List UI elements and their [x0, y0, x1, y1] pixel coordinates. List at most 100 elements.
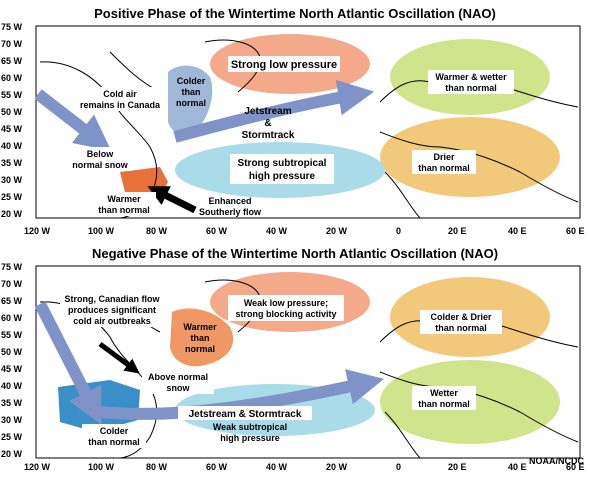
bottom-lon-labels: 120 W 100 W 80 W 60 W 40 W 20 W 0 20 E 4…: [0, 462, 590, 474]
lat-label: 25 W: [1, 192, 23, 202]
snow-2: normal snow: [72, 160, 129, 170]
snow-box: [68, 147, 132, 171]
lon-label: 100 W: [88, 226, 115, 236]
lon-label: 60 E: [566, 462, 585, 472]
us-box: [82, 424, 146, 448]
southerly-1: Enhanced: [208, 196, 251, 206]
se-us-2: than normal: [98, 205, 150, 215]
europe-n-1: Colder & Drier: [430, 312, 492, 322]
low-label-1: Weak low pressure;: [244, 298, 328, 308]
lat-label: 70 W: [1, 39, 23, 49]
lat-label: 60 W: [1, 313, 23, 323]
latitude-axis: 75 W 70 W 65 W 60 W 55 W 50 W 45 W 40 W …: [1, 262, 23, 459]
europe-s-1: Drier: [433, 152, 455, 162]
greenland-1: Colder: [177, 76, 206, 86]
lat-label: 45 W: [1, 364, 23, 374]
credit-label: NOAA/NCDC: [529, 456, 584, 466]
lon-label: 120 W: [24, 462, 51, 472]
jet-label: Jetstream & Stormtrack: [189, 409, 302, 420]
canada-box: [78, 87, 162, 111]
high-label-box: [230, 154, 334, 184]
jet-label-1: Jetstream: [244, 106, 291, 117]
negative-panel-title: Negative Phase of the Wintertime North A…: [91, 246, 499, 261]
snow-2: snow: [166, 383, 190, 393]
lat-label: 35 W: [1, 398, 23, 408]
latitude-axis: 75 W 70 W 65 W 60 W 55 W 50 W 45 W 40 W …: [1, 22, 23, 219]
europe-s-box: [412, 150, 476, 174]
lat-label: 30 W: [1, 175, 23, 185]
lat-label: 40 W: [1, 141, 23, 151]
lon-label: 100 W: [88, 462, 115, 472]
lon-label: 40 W: [266, 462, 288, 472]
top-lon-labels: 120 W 100 W 80 W 60 W 40 W 20 W 0 20 E 4…: [0, 226, 590, 238]
snow-1: Above normal: [148, 372, 208, 382]
canada-2: produces significant: [68, 305, 156, 315]
lon-label: 0: [396, 462, 402, 472]
jet-label-2: &: [264, 118, 271, 129]
lon-label: 120 W: [24, 226, 51, 236]
cold-air-arrow: [34, 89, 112, 151]
se-us-box: [92, 192, 156, 216]
lon-label: 60 W: [206, 462, 228, 472]
lat-label: 40 W: [1, 381, 23, 391]
low-label-box: [228, 295, 344, 321]
greenland-1: Warmer: [183, 322, 217, 332]
jet-label-3: Stormtrack: [242, 130, 295, 141]
lat-label: 25 W: [1, 432, 23, 442]
greenland-3: normal: [185, 344, 215, 354]
lon-label: 80 W: [146, 462, 168, 472]
snow-1: Below: [87, 149, 115, 159]
europe-n-1: Warmer & wetter: [435, 72, 507, 82]
lon-label: 60 W: [206, 226, 228, 236]
greenland-3: normal: [176, 98, 206, 108]
lat-label: 50 W: [1, 347, 23, 357]
low-label: Strong low pressure: [231, 59, 337, 71]
high-label-1: Strong subtropical: [238, 158, 327, 169]
lat-label: 20 W: [1, 449, 23, 459]
lon-label: 0: [396, 226, 402, 236]
positive-phase-map: 75 W 70 W 65 W 60 W 55 W 50 W 45 W 40 W …: [1, 22, 581, 219]
lat-label: 65 W: [1, 296, 23, 306]
europe-s-2: than normal: [418, 399, 470, 409]
lat-label: 75 W: [1, 262, 23, 272]
lat-label: 65 W: [1, 56, 23, 66]
lat-label: 60 W: [1, 73, 23, 83]
lon-label: 20 W: [326, 226, 348, 236]
europe-s-box: [412, 386, 476, 410]
canadian-flow-arrow: [34, 301, 102, 425]
lat-label: 55 W: [1, 90, 23, 100]
lon-label: 40 E: [508, 462, 527, 472]
southerly-2: Southerly flow: [199, 207, 262, 217]
lon-label: 80 W: [146, 226, 168, 236]
greenland-region: [168, 65, 213, 136]
jetstream-arrow: [173, 79, 375, 143]
lat-label: 35 W: [1, 158, 23, 168]
europe-n-2: than normal: [435, 323, 487, 333]
lat-label: 50 W: [1, 107, 23, 117]
greenland-2: than: [191, 333, 210, 343]
greenland-region: [170, 308, 234, 367]
lon-label: 60 E: [566, 226, 585, 236]
lon-label: 20 W: [326, 462, 348, 472]
canada-box: [60, 292, 164, 327]
high-label-2: high pressure: [220, 433, 280, 443]
europe-s-1: Wetter: [430, 388, 458, 398]
us-1: Colder: [100, 426, 129, 436]
europe-n-2: than normal: [445, 83, 497, 93]
lat-label: 75 W: [1, 22, 23, 32]
europe-n-box: [420, 310, 502, 334]
low-label-2: strong blocking activity: [235, 309, 336, 319]
high-label-2: high pressure: [249, 171, 316, 182]
lat-label: 55 W: [1, 330, 23, 340]
lat-label: 45 W: [1, 124, 23, 134]
lat-label: 20 W: [1, 209, 23, 219]
us-2: than normal: [88, 437, 140, 447]
canada-1: Strong, Canadian flow: [64, 294, 160, 304]
cold-outbreak-arrow: [98, 341, 140, 374]
lon-label: 40 W: [266, 226, 288, 236]
europe-s-2: than normal: [418, 163, 470, 173]
low-label-box: [228, 56, 340, 72]
positive-panel-title: Positive Phase of the Wintertime North A…: [94, 6, 496, 21]
lon-label: 40 E: [508, 226, 527, 236]
europe-n-box: [428, 70, 514, 94]
